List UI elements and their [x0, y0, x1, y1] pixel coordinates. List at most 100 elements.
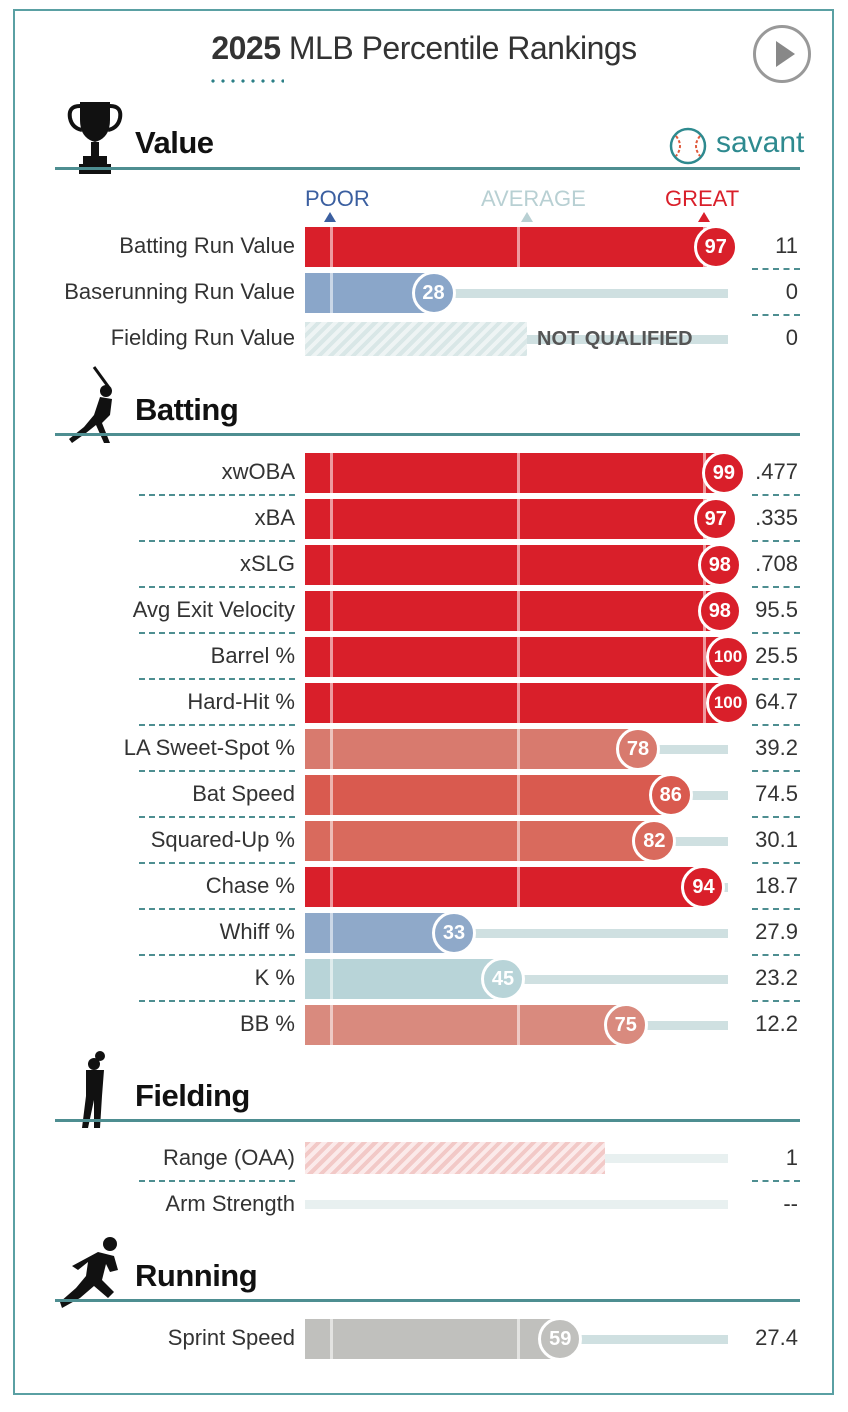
percentile-bar: [305, 867, 704, 907]
play-icon[interactable]: [753, 25, 811, 83]
row-divider: [752, 268, 800, 270]
bar-gridline: [330, 545, 334, 585]
scale-poor-label: POOR: [305, 186, 370, 211]
bar-gridline: [516, 545, 520, 585]
bar-gridline: [516, 1319, 520, 1359]
metric-value: 27.4: [755, 1325, 798, 1350]
percentile-track: [605, 1154, 728, 1163]
savant-logo-text: savant: [716, 126, 805, 159]
metric-label: K %: [254, 965, 295, 990]
metric-label: Range (OAA): [162, 1145, 295, 1170]
metric-value: 25.5: [755, 643, 798, 668]
percentile-track: [527, 335, 728, 344]
bar-gridline: [330, 913, 334, 953]
metric-label: Arm Strength: [165, 1191, 295, 1216]
metric-value: 12.2: [755, 1011, 798, 1036]
runner-icon: [60, 1237, 118, 1308]
row-divider: [752, 954, 800, 956]
metric-label: Sprint Speed: [167, 1325, 295, 1350]
row-divider: [752, 540, 800, 542]
page-title: 2025 MLB Percentile Rankings: [0, 30, 848, 67]
bar-gridline: [330, 683, 334, 723]
percentile-badge: 28: [411, 271, 456, 315]
row-divider: [139, 954, 295, 956]
metric-value: 95.5: [755, 597, 798, 622]
percentile-badge: 45: [481, 957, 526, 1001]
scale-average-label: AVERAGE: [481, 186, 586, 211]
title-text: MLB Percentile Rankings: [288, 30, 637, 66]
row-divider: [139, 1000, 295, 1002]
metric-value: --: [783, 1191, 798, 1216]
row-divider: [139, 770, 295, 772]
bar-gridline: [702, 637, 706, 677]
scale-great-arrow: [698, 212, 710, 222]
metric-label: Baserunning Run Value: [64, 279, 295, 304]
percentile-bar: [305, 227, 716, 267]
baseball-icon: [669, 127, 707, 165]
bar-gridline: [330, 637, 334, 677]
section-rule-batting: [55, 433, 800, 436]
bar-gridline: [516, 637, 520, 677]
percentile-badge: 78: [616, 727, 661, 771]
percentile-bar: [305, 453, 724, 493]
percentile-badge: 82: [632, 819, 677, 863]
percentile-badge: 97: [693, 225, 738, 269]
metric-label: Batting Run Value: [119, 233, 295, 258]
row-divider: [752, 1000, 800, 1002]
bar-gridline: [516, 867, 520, 907]
row-divider: [752, 1180, 800, 1182]
bar-gridline: [516, 1005, 520, 1045]
metric-label: Fielding Run Value: [110, 325, 295, 350]
percentile-bar: [305, 1005, 626, 1045]
section-rule-value: [55, 167, 800, 170]
row-divider: [752, 908, 800, 910]
metric-label: xSLG: [239, 551, 295, 576]
section-rule-fielding: [55, 1119, 800, 1122]
bar-gridline: [330, 453, 334, 493]
metric-value: .708: [755, 551, 798, 576]
percentile-bar: [305, 545, 720, 585]
percentile-bar: [305, 499, 716, 539]
bar-gridline: [516, 683, 520, 723]
row-divider: [752, 816, 800, 818]
bar-gridline: [516, 821, 520, 861]
percentile-bar: [305, 1319, 561, 1359]
bar-gridline: [330, 821, 334, 861]
range-hatched-bar: [305, 1142, 605, 1174]
section-title-value: Value: [135, 125, 214, 160]
section-title-fielding: Fielding: [135, 1078, 250, 1113]
bar-gridline: [516, 775, 520, 815]
percentile-bar: [305, 913, 454, 953]
bar-gridline: [330, 729, 334, 769]
bar-gridline: [330, 227, 334, 267]
percentile-badge: 98: [697, 589, 742, 633]
percentile-badge: 100: [706, 635, 750, 679]
row-divider: [139, 908, 295, 910]
bar-gridline: [516, 499, 520, 539]
metric-label: Squared-Up %: [150, 827, 295, 852]
percentile-bar: [305, 821, 655, 861]
percentile-bar: [305, 729, 639, 769]
percentile-badge: 75: [603, 1003, 648, 1047]
percentile-bar: [305, 775, 671, 815]
row-divider: [752, 862, 800, 864]
trophy-icon: [67, 102, 123, 174]
row-divider: [752, 314, 800, 316]
metric-value: 0: [785, 279, 798, 304]
bar-gridline: [330, 959, 334, 999]
not-qualified-label: NOT QUALIFIED: [537, 328, 693, 350]
row-divider: [139, 862, 295, 864]
metric-value: 23.2: [755, 965, 798, 990]
row-divider: [752, 494, 800, 496]
bar-gridline: [330, 273, 334, 313]
metric-value: .335: [755, 505, 798, 530]
section-title-batting: Batting: [135, 392, 239, 427]
metric-value: 30.1: [755, 827, 798, 852]
metric-label: Whiff %: [219, 919, 295, 944]
section-title-running: Running: [135, 1258, 258, 1293]
metric-value: 1: [785, 1145, 798, 1170]
metric-label: Hard-Hit %: [187, 689, 295, 714]
percentile-track: [305, 289, 728, 298]
row-divider: [139, 586, 295, 588]
percentile-badge: 98: [697, 543, 742, 587]
